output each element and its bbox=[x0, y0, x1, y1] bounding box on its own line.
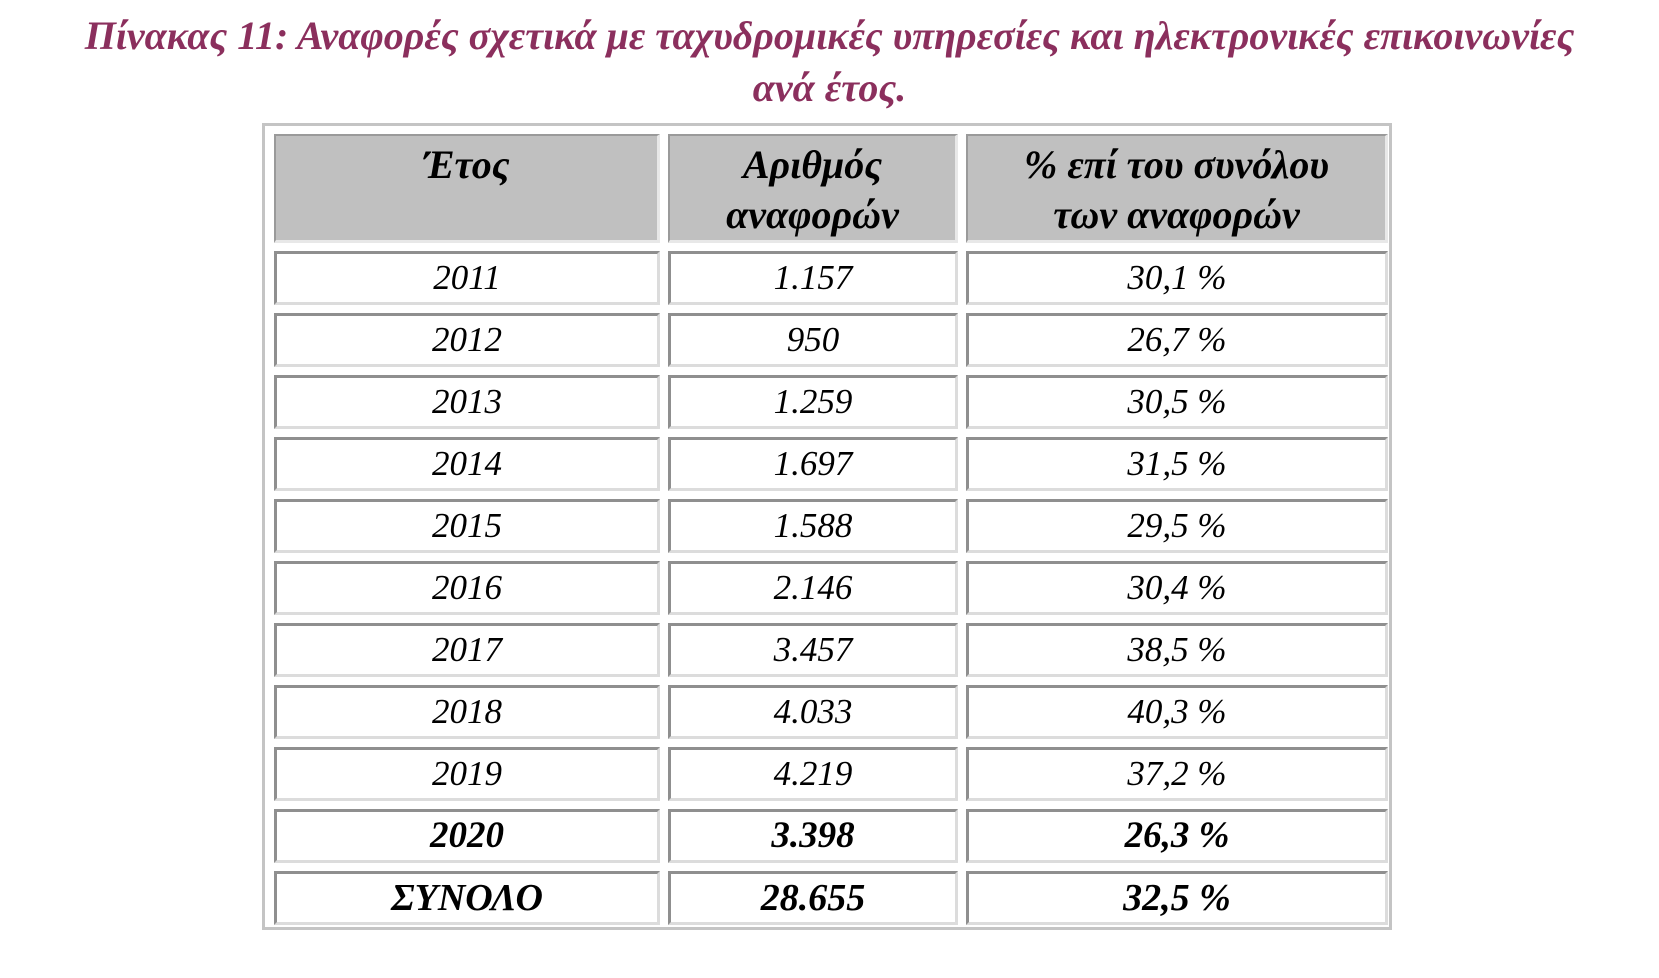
header-year: Έτος bbox=[274, 134, 660, 243]
table-row: 2014 1.697 31,5 % bbox=[274, 437, 1388, 491]
table-row: 2015 1.588 29,5 % bbox=[274, 499, 1388, 553]
cell-percent: 26,3 % bbox=[966, 809, 1388, 863]
total-label: ΣΥΝΟΛΟ bbox=[274, 871, 660, 925]
reports-table: Έτος Αριθμός αναφορών % επί του συνόλου … bbox=[266, 126, 1396, 933]
table-row: 2016 2.146 30,4 % bbox=[274, 561, 1388, 615]
caption-line-2: ανά έτος. bbox=[752, 65, 907, 110]
cell-year: 2020 bbox=[274, 809, 660, 863]
header-year-label: Έτος bbox=[423, 142, 510, 187]
header-percent-line-1: % επί του συνόλου bbox=[1024, 142, 1329, 187]
cell-count: 1.697 bbox=[668, 437, 958, 491]
cell-count: 2.146 bbox=[668, 561, 958, 615]
cell-count: 4.219 bbox=[668, 747, 958, 801]
cell-year: 2019 bbox=[274, 747, 660, 801]
cell-count: 950 bbox=[668, 313, 958, 367]
header-percent: % επί του συνόλου των αναφορών bbox=[966, 134, 1388, 243]
cell-year: 2018 bbox=[274, 685, 660, 739]
table-row: 2013 1.259 30,5 % bbox=[274, 375, 1388, 429]
header-count: Αριθμός αναφορών bbox=[668, 134, 958, 243]
caption-line-1: Πίνακας 11: Αναφορές σχετικά με ταχυδρομ… bbox=[84, 13, 1575, 58]
table-row: 2019 4.219 37,2 % bbox=[274, 747, 1388, 801]
cell-percent: 40,3 % bbox=[966, 685, 1388, 739]
cell-count: 3.398 bbox=[668, 809, 958, 863]
table-caption: Πίνακας 11: Αναφορές σχετικά με ταχυδρομ… bbox=[0, 10, 1659, 114]
cell-percent: 30,4 % bbox=[966, 561, 1388, 615]
header-count-line-2: αναφορών bbox=[726, 192, 899, 237]
cell-percent: 38,5 % bbox=[966, 623, 1388, 677]
cell-count: 3.457 bbox=[668, 623, 958, 677]
table-row: 2017 3.457 38,5 % bbox=[274, 623, 1388, 677]
cell-year: 2015 bbox=[274, 499, 660, 553]
table-row: 2012 950 26,7 % bbox=[274, 313, 1388, 367]
cell-count: 1.588 bbox=[668, 499, 958, 553]
table-row-highlight: 2020 3.398 26,3 % bbox=[274, 809, 1388, 863]
cell-percent: 31,5 % bbox=[966, 437, 1388, 491]
total-count: 28.655 bbox=[668, 871, 958, 925]
total-row: ΣΥΝΟΛΟ 28.655 32,5 % bbox=[274, 871, 1388, 925]
header-percent-line-2: των αναφορών bbox=[1053, 192, 1300, 237]
cell-percent: 26,7 % bbox=[966, 313, 1388, 367]
table-row: 2011 1.157 30,1 % bbox=[274, 251, 1388, 305]
cell-percent: 37,2 % bbox=[966, 747, 1388, 801]
cell-year: 2013 bbox=[274, 375, 660, 429]
cell-year: 2012 bbox=[274, 313, 660, 367]
cell-percent: 29,5 % bbox=[966, 499, 1388, 553]
cell-percent: 30,5 % bbox=[966, 375, 1388, 429]
cell-count: 4.033 bbox=[668, 685, 958, 739]
cell-year: 2016 bbox=[274, 561, 660, 615]
cell-count: 1.157 bbox=[668, 251, 958, 305]
header-row: Έτος Αριθμός αναφορών % επί του συνόλου … bbox=[274, 134, 1388, 243]
cell-count: 1.259 bbox=[668, 375, 958, 429]
cell-year: 2017 bbox=[274, 623, 660, 677]
cell-percent: 30,1 % bbox=[966, 251, 1388, 305]
table-row: 2018 4.033 40,3 % bbox=[274, 685, 1388, 739]
header-count-line-1: Αριθμός bbox=[742, 142, 883, 187]
cell-year: 2011 bbox=[274, 251, 660, 305]
cell-year: 2014 bbox=[274, 437, 660, 491]
total-percent: 32,5 % bbox=[966, 871, 1388, 925]
